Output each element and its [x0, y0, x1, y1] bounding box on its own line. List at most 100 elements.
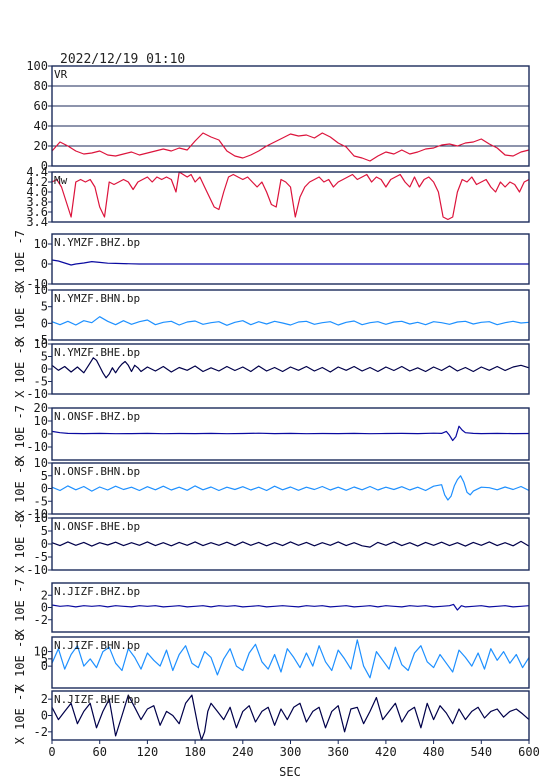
- y-tick-label: -5: [34, 333, 48, 347]
- y-tick-label: 5: [41, 350, 48, 364]
- x-tick-label: 540: [470, 745, 492, 759]
- panel-mw: 3.43.63.84.04.24.4 Mw: [26, 165, 530, 229]
- y-tick-label: 80: [34, 79, 48, 93]
- y-axis-label: X 10E -7: [13, 405, 27, 463]
- y-tick-label: 10: [34, 511, 48, 525]
- y-tick-label: 10: [34, 456, 48, 470]
- y-axis-label: X 10E -8: [13, 460, 27, 518]
- panel-ymzf-bhz: -10 0 10 N.YMZF.BHZ.bp X 10E -7: [13, 230, 530, 291]
- y-tick-label: 10: [34, 237, 48, 251]
- y-tick-label: 0: [41, 537, 48, 551]
- y-tick-label: 3.4: [26, 215, 48, 229]
- panel-jizf-bhz: -202 N.JIZF.BHZ.bp X 10E -7: [13, 579, 530, 637]
- panel-frame: [51, 65, 530, 167]
- panel-frame: [51, 233, 530, 285]
- y-axis-label: X 10E -8: [13, 634, 27, 692]
- y-tick-label: 40: [34, 119, 48, 133]
- y-tick-label: -5: [34, 375, 48, 389]
- panel-frame: [51, 289, 530, 341]
- series-line-jizf-bhe: [51, 694, 530, 741]
- y-tick-label: 3.6: [26, 205, 48, 219]
- panel-frame: [51, 636, 530, 689]
- y-tick-label: -2: [34, 725, 48, 739]
- panel-label: VR: [54, 68, 68, 81]
- x-tick-label: 0: [48, 745, 55, 759]
- y-tick-label: 0: [41, 482, 48, 496]
- panel-label: N.YMZF.BHE.bp: [54, 346, 140, 359]
- x-axis-label: SEC: [279, 765, 301, 779]
- panel-frame: [51, 517, 530, 571]
- y-tick-label: 0: [41, 257, 48, 271]
- y-tick-label: 4.4: [26, 165, 48, 179]
- series-line-ymzf-bhe: [51, 357, 530, 379]
- series-line-onsf-bhe: [51, 540, 530, 548]
- y-tick-label: -10: [26, 440, 48, 454]
- y-tick-label: 100: [26, 59, 48, 73]
- x-tick-label: 180: [184, 745, 206, 759]
- series-line-ymzf-bhn: [51, 316, 530, 326]
- panel-label: N.YMZF.BHN.bp: [54, 292, 140, 305]
- y-tick-label: 5: [41, 469, 48, 483]
- y-tick-label: 20: [34, 401, 48, 415]
- panel-label: N.ONSF.BHN.bp: [54, 465, 140, 478]
- series-line-jizf-bhn: [51, 639, 530, 679]
- y-tick-label: 20: [34, 139, 48, 153]
- y-tick-label: 10: [34, 337, 48, 351]
- y-tick-label: 3.8: [26, 195, 48, 209]
- panel-label: N.ONSF.BHZ.bp: [54, 410, 140, 423]
- y-tick-label: -10: [26, 507, 48, 521]
- y-axis-label: X 10E -7: [13, 230, 27, 288]
- x-tick-label: 300: [280, 745, 302, 759]
- y-tick-label: 0: [41, 316, 48, 330]
- y-tick-label: 60: [34, 99, 48, 113]
- series-line-mw: [51, 171, 530, 221]
- y-tick-label: 0: [41, 709, 48, 723]
- panel-frame: [51, 407, 530, 461]
- panel-label: N.JIZF.BHZ.bp: [54, 585, 140, 598]
- y-axis-label: X 10E -8: [13, 340, 27, 398]
- y-tick-label: 0: [41, 159, 48, 173]
- series-line-vr: [51, 132, 530, 162]
- y-tick-label: 4.2: [26, 175, 48, 189]
- y-tick-label: 2: [41, 588, 48, 602]
- x-tick-label: 360: [327, 745, 349, 759]
- y-tick-label: 2: [41, 692, 48, 706]
- y-axis-label: X 10E -8: [13, 515, 27, 573]
- panel-ymzf-bhn: -5 0 5 10 N.YMZF.BHN.bp X 10E -8: [13, 283, 530, 347]
- x-tick-label: 60: [92, 745, 106, 759]
- header-timestamp: 2022/12/19 01:10: [60, 52, 185, 67]
- series-line-onsf-bhz: [51, 425, 530, 442]
- y-tick-label: 0: [41, 601, 48, 615]
- panel-vr: 0 20 40 60 80 100 VR: [26, 59, 530, 173]
- y-tick-label: -2: [34, 613, 48, 627]
- panel-frame: [51, 462, 530, 515]
- y-tick-label: -10: [26, 387, 48, 401]
- x-axis: 0 60 120 180 240 300 360 420 480 540 600: [48, 740, 540, 759]
- y-tick-label: -10: [26, 563, 48, 577]
- panel-label: N.YMZF.BHZ.bp: [54, 236, 140, 249]
- y-axis-label: X 10E -7: [13, 579, 27, 637]
- x-tick-label: 120: [137, 745, 159, 759]
- series-line-ymzf-bhz: [51, 259, 529, 266]
- panel-jizf-bhe: -2 0 2 N.JIZF.BHE.bp X 10E -7: [13, 687, 530, 744]
- panels: 020406080100VR3.43.63.84.04.24.4Mw-10010…: [13, 59, 530, 744]
- y-tick-label: 10: [34, 645, 48, 659]
- panel-frame: [51, 343, 530, 395]
- y-tick-label: 5: [41, 652, 48, 666]
- series-line-onsf-bhn: [51, 475, 530, 501]
- panel-label: N.ONSF.BHE.bp: [54, 520, 140, 533]
- y-tick-label: -10: [26, 277, 48, 291]
- y-tick-label: 0: [41, 659, 48, 673]
- y-tick-label: -5: [34, 550, 48, 564]
- y-tick-label: 0: [41, 427, 48, 441]
- y-tick-label: 10: [34, 283, 48, 297]
- y-tick-label: 5: [41, 524, 48, 538]
- panel-label: N.JIZF.BHE.bp: [54, 693, 140, 706]
- x-tick-label: 480: [423, 745, 445, 759]
- panel-label: N.JIZF.BHN.bp: [54, 639, 140, 652]
- y-axis-label: X 10E -8: [13, 286, 27, 344]
